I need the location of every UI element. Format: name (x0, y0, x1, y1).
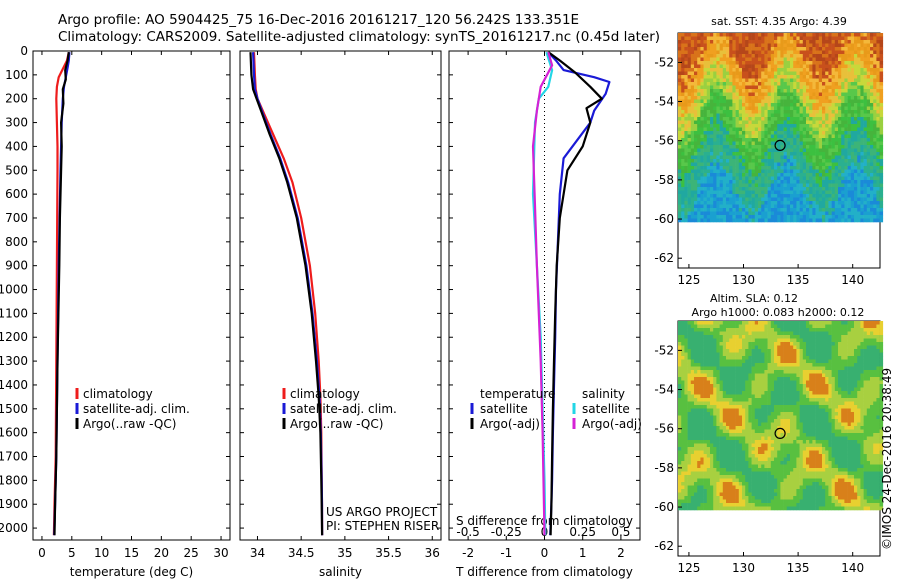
imos-credit: ©IMOS 24-Dec-2016 20:38:49 (880, 368, 894, 550)
xtick-label-temperature: 10 (94, 546, 109, 560)
ytick-label: 1800 (0, 473, 28, 487)
s-diff-tick-label: -0.25 (491, 525, 522, 539)
map-xtick-label: 125 (677, 273, 700, 287)
legend-label: climatology (290, 387, 360, 401)
map-ytick-label: -58 (654, 173, 674, 187)
xtick-label-salinity: 35 (337, 546, 352, 560)
xlabel-temperature: temperature (deg C) (70, 565, 193, 579)
float-location-marker (774, 427, 786, 440)
map-ytick-label: -54 (654, 383, 674, 397)
series-argo-raw-qc- (53, 52, 70, 536)
xtick-label-salinity: 34 (250, 546, 265, 560)
xtick-label-difference: -1 (500, 546, 512, 560)
map-xtick-label: 140 (841, 561, 864, 575)
map-xtick-label: 130 (732, 273, 755, 287)
legend-label: Argo(-adj) (480, 417, 540, 431)
legend-label: satellite-adj. clim. (290, 402, 397, 416)
xtick-label-difference: -2 (462, 546, 474, 560)
map-xtick-label: 125 (677, 561, 700, 575)
xtick-label-temperature: 20 (154, 546, 169, 560)
xtick-label-salinity: 35.5 (375, 546, 402, 560)
xtick-label-difference: 1 (579, 546, 587, 560)
header-line-2: Climatology: CARS2009. Satellite-adjuste… (58, 29, 661, 45)
ytick-label: 1500 (0, 402, 28, 416)
legend-label: Argo(-adj) (582, 417, 642, 431)
legend-label: satellite-adj. clim. (83, 402, 190, 416)
ytick-label: 1200 (0, 330, 28, 344)
s-diff-tick-label: 0.25 (569, 525, 596, 539)
legend-title-salinity: salinity (582, 387, 625, 401)
ytick-label: 400 (5, 139, 28, 153)
map-cells-sst-map (678, 33, 884, 223)
xtick-label-salinity: 36 (425, 546, 440, 560)
sla-map-title: Altim. SLA: 0.12 (710, 292, 798, 305)
plot-frame-temperature (32, 50, 231, 541)
series-argo-raw-qc- (249, 52, 324, 536)
xtick-label-temperature: 15 (124, 546, 139, 560)
sla-map-subtitle: Argo h1000: 0.083 h2000: 0.12 (692, 306, 865, 319)
map-ytick-label: -58 (654, 461, 674, 475)
xlabel-salinity: salinity (319, 565, 362, 579)
ytick-label: 1600 (0, 426, 28, 440)
sst-map-title: sat. SST: 4.35 Argo: 4.39 (711, 15, 847, 28)
legend-label: Argo(..raw -QC) (83, 417, 176, 431)
legend-label: climatology (83, 387, 153, 401)
ytick-label: 200 (5, 92, 28, 106)
map-xtick-label: 135 (787, 561, 810, 575)
ytick-label: 600 (5, 187, 28, 201)
map-ytick-label: -52 (654, 55, 674, 69)
map-ytick-label: -60 (654, 500, 674, 514)
ytick-label: 900 (5, 259, 28, 273)
map-xtick-label: 135 (787, 273, 810, 287)
ytick-label: 300 (5, 116, 28, 130)
annotation-line-1: US ARGO PROJECT (326, 505, 438, 519)
ytick-label: 1300 (0, 354, 28, 368)
ytick-label: 2000 (0, 521, 28, 535)
map-cells-sla-map (678, 321, 884, 511)
map-ytick-label: -52 (654, 343, 674, 357)
map-xtick-label: 130 (732, 561, 755, 575)
legend-title-temperature: temperature (480, 387, 555, 401)
ytick-label: 0 (20, 44, 28, 58)
xtick-label-difference: 2 (617, 546, 625, 560)
xtick-label-difference: 0 (541, 546, 549, 560)
ytick-label: 100 (5, 68, 28, 82)
legend-label: satellite (480, 402, 528, 416)
series-salinity-argo-adj- (531, 51, 554, 536)
series-temperature-argo-adj- (547, 51, 603, 536)
ytick-label: 1000 (0, 283, 28, 297)
legend-label: satellite (582, 402, 630, 416)
map-ytick-label: -62 (654, 539, 674, 553)
ytick-label: 500 (5, 163, 28, 177)
map-ytick-label: -56 (654, 134, 674, 148)
map-ytick-label: -56 (654, 422, 674, 436)
xtick-label-temperature: 25 (184, 546, 199, 560)
ytick-label: 1400 (0, 378, 28, 392)
map-ytick-label: -60 (654, 212, 674, 226)
ytick-label: 1700 (0, 450, 28, 464)
plot-frame-salinity (239, 50, 442, 541)
float-location-marker (774, 139, 786, 152)
xlabel-difference: T difference from climatology (455, 565, 633, 579)
ytick-label: 1100 (0, 306, 28, 320)
s-diff-tick-label: -0.5 (456, 525, 479, 539)
map-ytick-label: -54 (654, 95, 674, 109)
ytick-label: 800 (5, 235, 28, 249)
xtick-label-temperature: 0 (38, 546, 46, 560)
legend-label: Argo(..raw -QC) (290, 417, 383, 431)
header-line-1: Argo profile: AO 5904425_75 16-Dec-2016 … (58, 12, 580, 28)
xtick-label-temperature: 5 (68, 546, 76, 560)
s-diff-tick-label: 0.5 (611, 525, 630, 539)
annotation-line-2: PI: STEPHEN RISER (326, 519, 439, 533)
ytick-label: 1900 (0, 497, 28, 511)
xtick-label-temperature: 30 (213, 546, 228, 560)
map-xtick-label: 140 (841, 273, 864, 287)
map-ytick-label: -62 (654, 251, 674, 265)
ytick-label: 700 (5, 211, 28, 225)
xtick-label-salinity: 34.5 (288, 546, 315, 560)
